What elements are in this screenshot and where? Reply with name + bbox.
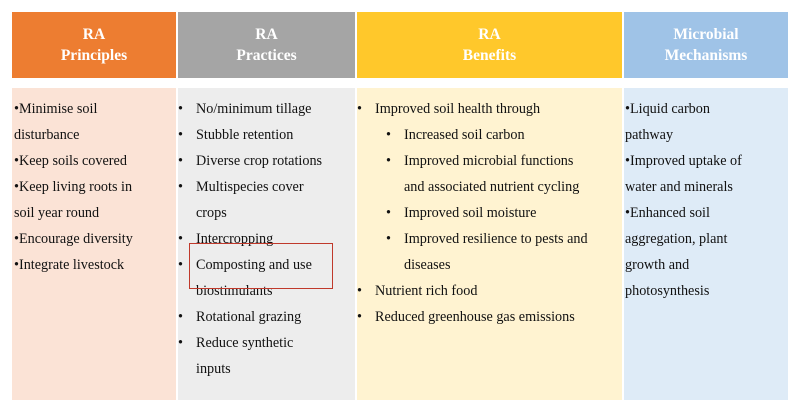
principles-column: RA Principles •Minimise soil disturbance…: [12, 12, 176, 400]
principles-header: RA Principles: [12, 12, 176, 78]
mechanisms-header: Microbial Mechanisms: [624, 12, 788, 78]
list-item-continuation: diseases: [404, 257, 451, 273]
benefits-title-line1: RA: [478, 26, 501, 43]
list-item: pathway: [625, 127, 674, 143]
practices-column: RA Practices No/minimum tillage Stubble …: [178, 12, 355, 400]
benefits-list: Improved soil health through: [357, 96, 540, 122]
highlight-box: [189, 243, 333, 289]
benefits-sublist: Increased soil carbon Improved microbial…: [357, 122, 588, 278]
list-item: Reduced greenhouse gas emissions: [357, 304, 575, 330]
list-item: Improved resilience to pests and: [357, 226, 588, 252]
list-item: •Improved uptake of: [625, 153, 742, 169]
mechanisms-title-line1: Microbial: [673, 26, 739, 43]
list-item-continuation: biostimulants: [196, 283, 273, 299]
list-item-continuation: and associated nutrient cycling: [404, 179, 580, 195]
list-item: •Minimise soil: [14, 101, 98, 117]
list-item: Reduce synthetic: [178, 330, 322, 356]
principles-list: •Minimise soil disturbance •Keep soils c…: [14, 96, 133, 278]
mechanisms-body: [624, 78, 788, 400]
principles-title-line1: RA: [82, 26, 106, 43]
benefits-header: RA Benefits: [357, 12, 622, 78]
practices-title-line2: Practices: [236, 47, 297, 64]
list-item: Composting and use: [178, 252, 322, 278]
list-item: Improved soil moisture: [357, 200, 588, 226]
list-item: •Keep soils covered: [14, 153, 127, 169]
list-item: Multispecies cover: [178, 174, 322, 200]
list-item: Diverse crop rotations: [178, 148, 322, 174]
mechanisms-title-line2: Mechanisms: [664, 47, 748, 64]
list-item: Improved microbial functions: [357, 148, 588, 174]
list-item: soil year round: [14, 205, 100, 221]
list-item: •Integrate livestock: [14, 257, 125, 273]
list-item-continuation: crops: [196, 205, 227, 221]
list-item: No/minimum tillage: [178, 96, 322, 122]
list-item: disturbance: [14, 127, 80, 143]
list-item: aggregation, plant: [625, 231, 728, 247]
list-item-continuation: inputs: [196, 361, 231, 377]
list-item: Increased soil carbon: [357, 122, 588, 148]
practices-title-line1: RA: [255, 26, 278, 43]
list-item: Nutrient rich food: [357, 278, 575, 304]
mechanisms-column: Microbial Mechanisms •Liquid carbon path…: [624, 12, 788, 400]
benefits-list-tail: Nutrient rich food Reduced greenhouse ga…: [357, 278, 575, 330]
list-item: Rotational grazing: [178, 304, 322, 330]
principles-title-line2: Principles: [60, 47, 128, 64]
practices-header: RA Practices: [178, 12, 355, 78]
benefits-title-line2: Benefits: [462, 47, 517, 64]
mechanisms-list: •Liquid carbon pathway •Improved uptake …: [625, 96, 742, 304]
practices-list: No/minimum tillage Stubble retention Div…: [178, 96, 322, 382]
list-item: growth and: [625, 257, 690, 273]
list-item: •Liquid carbon: [625, 101, 710, 117]
list-item: Improved soil health through: [357, 96, 540, 122]
list-item: Stubble retention: [178, 122, 322, 148]
principles-body: [12, 78, 176, 400]
list-item: •Encourage diversity: [14, 231, 133, 247]
list-item: water and minerals: [625, 179, 733, 195]
list-item: •Enhanced soil: [625, 205, 710, 221]
list-item: photosynthesis: [625, 283, 710, 299]
benefits-column: RA Benefits Improved soil health through…: [357, 12, 622, 400]
list-item: •Keep living roots in: [14, 179, 133, 195]
